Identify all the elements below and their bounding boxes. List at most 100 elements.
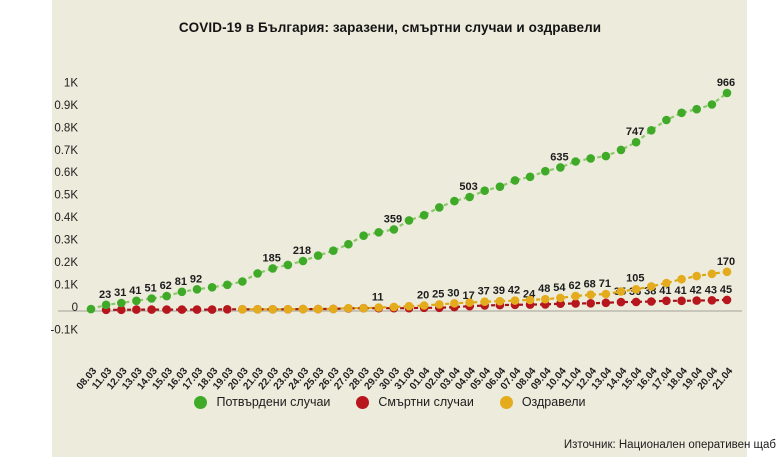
confirmed-point: [313, 251, 323, 260]
deaths-point: [586, 299, 595, 308]
confirmed-point: [207, 283, 217, 292]
confirmed-point: [692, 104, 701, 114]
recovered-data-label: 105: [626, 272, 644, 284]
deaths-dot-icon: [356, 395, 370, 409]
recovered-point: [480, 297, 490, 307]
confirmed-point: [404, 216, 414, 225]
recovered-point: [419, 301, 429, 310]
confirmed-point: [374, 228, 384, 237]
source-note: Източник: Национален оперативен щаб: [563, 439, 776, 451]
recovered-point: [510, 296, 520, 305]
confirmed-point: [707, 100, 717, 109]
y-tick-label: 0.1K: [54, 280, 78, 292]
recovered-point: [268, 305, 278, 314]
recovered-point: [692, 271, 701, 281]
y-tick-label: 1K: [64, 77, 78, 89]
confirmed-point: [419, 210, 429, 220]
recovered-point: [601, 289, 611, 299]
recovered-data-label: 48: [538, 283, 550, 295]
recovered-point: [541, 294, 550, 304]
legend-item-deaths: Смъртни случаи: [356, 395, 474, 409]
recovered-point: [556, 293, 565, 303]
recovered-point: [389, 302, 399, 312]
deaths-point: [192, 305, 202, 314]
confirmed-point: [480, 186, 490, 195]
recovered-data-label: 54: [553, 282, 566, 294]
recovered-point: [465, 298, 474, 307]
confirmed-point: [662, 115, 671, 125]
y-tick-label: 0.6K: [54, 167, 78, 179]
confirmed-point: [177, 287, 187, 297]
confirmed-data-label: 62: [160, 280, 172, 292]
confirmed-point: [162, 291, 171, 301]
recovered-point: [616, 287, 626, 296]
confirmed-point: [525, 172, 535, 182]
y-tick-label: 0.7K: [54, 145, 78, 157]
chart-title: COVID-19 в България: заразени, смъртни с…: [178, 20, 602, 35]
recovered-point: [298, 304, 308, 314]
recovered-point: [435, 300, 444, 309]
confirmed-point: [268, 264, 278, 273]
chart-panel: [52, 0, 747, 457]
confirmed-point: [722, 88, 732, 98]
recovered-dot-icon: [499, 395, 513, 409]
recovered-point: [374, 303, 384, 312]
recovered-point: [404, 301, 414, 311]
confirmed-point: [117, 298, 126, 308]
deaths-point: [132, 305, 141, 314]
recovered-point: [525, 295, 535, 305]
confirmed-point: [450, 196, 459, 206]
recovered-data-label: 62: [568, 280, 580, 292]
confirmed-point: [389, 225, 399, 234]
confirmed-data-label: 635: [550, 151, 568, 163]
legend-item-recovered: Оздравели: [499, 395, 586, 409]
confirmed-point: [132, 296, 141, 306]
recovered-line: [242, 270, 728, 311]
confirmed-point: [541, 166, 550, 176]
confirmed-data-label: 41: [129, 285, 141, 297]
recovered-data-label: 68: [584, 279, 596, 291]
recovered-point: [238, 305, 247, 314]
confirmed-point: [435, 203, 444, 212]
recovered-point: [495, 296, 505, 306]
confirmed-data-label: 31: [114, 287, 126, 299]
deaths-data-label: 42: [690, 285, 702, 297]
recovered-point: [647, 282, 656, 291]
confirmed-point: [101, 300, 111, 310]
deaths-point: [662, 296, 671, 306]
deaths-point: [631, 297, 641, 307]
y-tick-label: 0.3K: [54, 235, 78, 247]
confirmed-point: [677, 108, 686, 118]
recovered-point: [344, 303, 353, 313]
recovered-point: [283, 305, 293, 314]
recovered-point: [571, 291, 580, 301]
deaths-point: [223, 305, 232, 314]
legend-item-confirmed: Потвърдени случаи: [194, 395, 330, 409]
recovered-data-label: 11: [372, 292, 384, 304]
confirmed-point: [86, 304, 96, 314]
deaths-point: [707, 296, 717, 305]
deaths-point: [722, 295, 732, 305]
y-tick-label: 0.8K: [54, 122, 78, 134]
confirmed-point: [359, 231, 368, 240]
deaths-point: [692, 296, 701, 305]
confirmed-point: [616, 145, 626, 155]
recovered-point: [359, 303, 368, 313]
recovered-data-label: 25: [432, 288, 444, 300]
deaths-data-label: 43: [705, 284, 717, 296]
recovered-point: [450, 299, 459, 308]
deaths-point: [571, 299, 580, 308]
recovered-data-label: 20: [417, 290, 429, 302]
recovered-data-label: 39: [493, 285, 505, 297]
deaths-data-label: 41: [659, 285, 671, 297]
deaths-point: [207, 305, 217, 314]
confirmed-point: [510, 176, 520, 185]
confirmed-point: [465, 192, 474, 202]
confirmed-point: [147, 294, 156, 303]
confirmed-point: [647, 126, 656, 135]
deaths-line: [106, 298, 728, 311]
recovered-data-label: 30: [447, 287, 459, 299]
